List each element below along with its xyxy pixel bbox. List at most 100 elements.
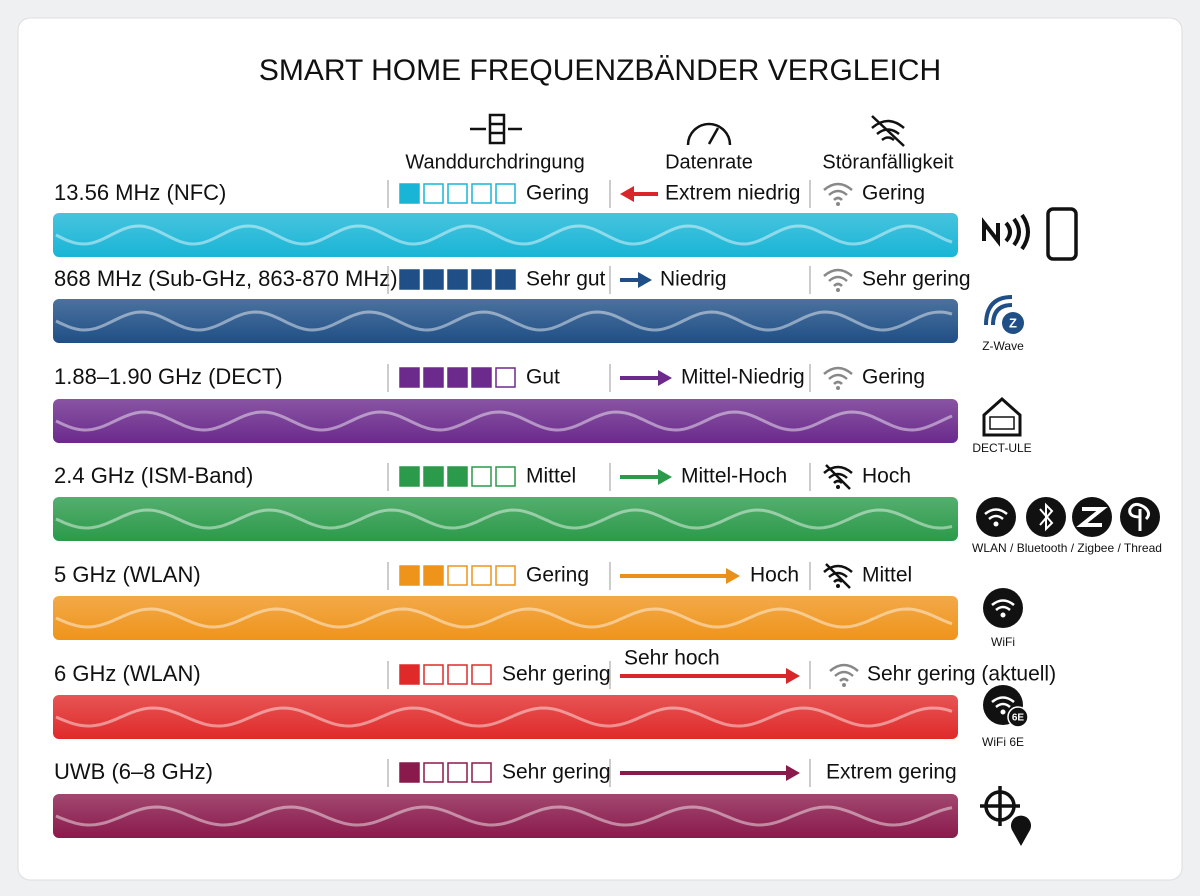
arrow-head: [786, 668, 800, 684]
wifi-icon: [829, 663, 859, 682]
penetration-square: [423, 565, 444, 586]
wifi-arcs: [991, 696, 1015, 708]
penetration-square: [447, 664, 468, 685]
penetration-square: [447, 762, 468, 783]
wave: [55, 410, 953, 432]
arrow-head: [638, 272, 652, 288]
icon-badge: 6E: [1012, 713, 1025, 724]
penetration-text: Gut: [526, 366, 560, 389]
nfc-icon: [982, 213, 1030, 251]
penetration-square: [423, 466, 444, 487]
penetration-text: Sehr gering: [502, 663, 611, 686]
wifi-dot: [1000, 612, 1006, 618]
band-row: 5 GHz (WLAN) Gering Hoch Mittel WiFi: [53, 562, 1023, 649]
penetration-square: [495, 565, 516, 586]
wifi-dot: [842, 683, 846, 687]
penetration-square: [471, 367, 492, 388]
icon-caption: Z-Wave: [982, 339, 1024, 353]
penetration-text: Gering: [526, 564, 589, 587]
band-label: 13.56 MHz (NFC): [54, 180, 226, 205]
arrow-head: [658, 469, 672, 485]
band-label: 5 GHz (WLAN): [54, 562, 201, 587]
icon-badge: Z: [1009, 315, 1017, 330]
interference-text: Gering: [862, 182, 925, 205]
zwave-disc: [1002, 312, 1024, 334]
icon-caption: WiFi: [991, 635, 1015, 649]
interference-text: Gering: [862, 366, 925, 389]
penetration-square: [423, 664, 444, 685]
title: SMART HOME FREQUENZBÄNDER VERGLEICH: [259, 54, 941, 87]
penetration-square: [423, 269, 444, 290]
penetration-square: [471, 466, 492, 487]
wifi-icon: [823, 564, 853, 583]
wifi-icon: [823, 465, 853, 484]
wifi-dot: [1000, 709, 1006, 715]
datarate-text: Mittel-Hoch: [681, 465, 787, 488]
penetration-square: [471, 664, 492, 685]
penetration-square: [399, 762, 420, 783]
frequency-band: [53, 695, 958, 739]
datarate-text: Hoch: [750, 564, 799, 587]
wave: [55, 805, 953, 827]
frequency-band: [53, 213, 958, 257]
penetration-square: [399, 565, 420, 586]
house-label: [989, 416, 1015, 430]
interference-text: Mittel: [862, 564, 912, 587]
band-row: 6 GHz (WLAN) Sehr gering Sehr hoch Sehr ger…: [53, 647, 1056, 749]
penetration-square: [399, 466, 420, 487]
penetration-square: [447, 466, 468, 487]
penetration-square: [399, 183, 420, 204]
wave: [55, 706, 953, 728]
penetration-text: Sehr gering: [502, 761, 611, 784]
icon-caption: DECT-ULE: [972, 441, 1031, 455]
phone-icon: [1046, 207, 1078, 261]
interference-text: Sehr gering: [862, 268, 971, 291]
band-label: UWB (6–8 GHz): [54, 759, 213, 784]
wifi-arcs: [991, 599, 1015, 611]
wifi-dot: [836, 202, 840, 206]
frequency-band: [53, 497, 958, 541]
badge-disc: [1007, 706, 1029, 728]
penetration-square: [471, 269, 492, 290]
wifi-icon: [823, 366, 853, 385]
target-cross: [980, 786, 1020, 826]
penetration-square: [471, 762, 492, 783]
penetration-square: [447, 269, 468, 290]
band-label: 1.88–1.90 GHz (DECT): [54, 364, 283, 389]
penetration-square: [495, 367, 516, 388]
penetration-square: [423, 183, 444, 204]
datarate-text: Niedrig: [660, 268, 727, 291]
penetration-text: Mittel: [526, 465, 576, 488]
band-row: UWB (6–8 GHz) Sehr gering Extrem gering: [53, 759, 1032, 846]
penetration-square: [495, 183, 516, 204]
bt-rune: [1039, 502, 1054, 532]
penetration-text: Gering: [526, 182, 589, 205]
column-header: Wanddurchdringung: [405, 151, 584, 173]
penetration-square: [495, 269, 516, 290]
interference-text: Extrem gering: [826, 761, 957, 784]
wifi-dot: [836, 584, 840, 588]
icon-caption: WiFi 6E: [982, 735, 1024, 749]
datarate-text: Mittel-Niedrig: [681, 366, 805, 389]
band-row: 868 MHz (Sub-GHz, 863-870 MHz) Sehr gut Ni…: [53, 266, 1024, 353]
wifi-dot: [836, 288, 840, 292]
frequency-band: [53, 299, 958, 343]
penetration-square: [447, 183, 468, 204]
wifi-arcs: [984, 508, 1008, 520]
arrow-head: [726, 568, 740, 584]
penetration-square: [447, 565, 468, 586]
column-header: Datenrate: [665, 151, 753, 173]
wave: [55, 310, 953, 332]
zigbee-z: [1076, 507, 1108, 527]
strike: [825, 464, 851, 490]
frequency-band: [53, 596, 958, 640]
wifi-icon: [823, 268, 853, 287]
band-label: 6 GHz (WLAN): [54, 661, 201, 686]
icon-caption: WLAN / Bluetooth / Zigbee / Thread: [972, 541, 1162, 555]
band-row: 1.88–1.90 GHz (DECT) Gut Mittel-Niedrig Ger…: [53, 364, 1032, 455]
band-label: 2.4 GHz (ISM-Band): [54, 463, 253, 488]
datarate-text: Sehr hoch: [624, 647, 720, 670]
wave: [55, 224, 953, 246]
wifi-dot: [993, 521, 999, 527]
